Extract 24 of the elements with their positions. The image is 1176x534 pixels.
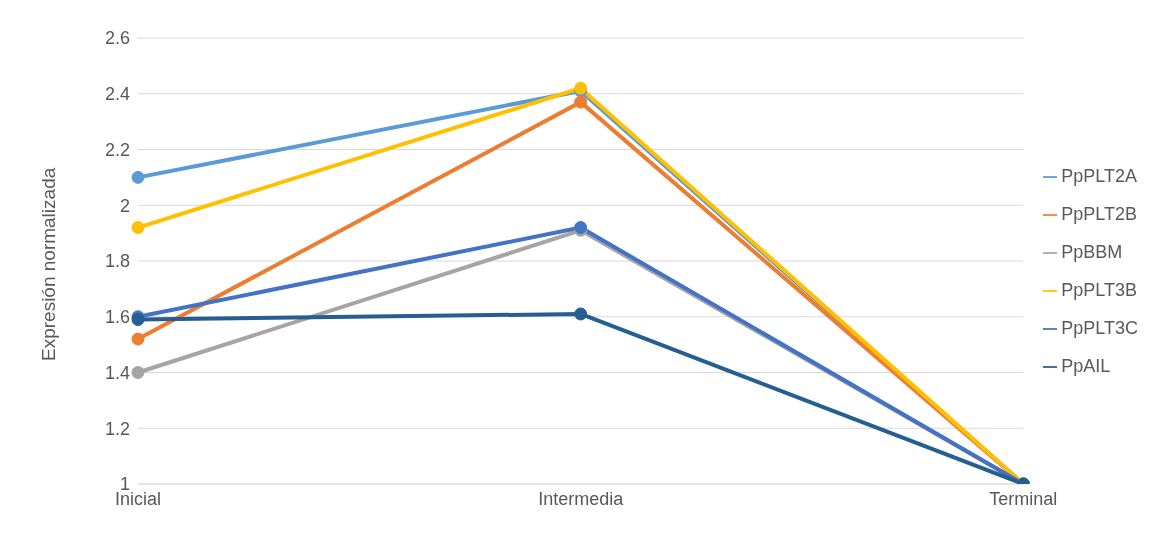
x-tick-label: Terminal bbox=[989, 488, 1058, 509]
point bbox=[131, 366, 145, 379]
point bbox=[574, 307, 588, 321]
y-axis-title: Expresión normalizada bbox=[37, 167, 59, 361]
y-tick-label: 1.6 bbox=[104, 307, 130, 328]
y-tick-label: 1.2 bbox=[104, 418, 130, 439]
y-tick-label: 2.2 bbox=[104, 139, 130, 160]
y-tick-label: 1.4 bbox=[104, 362, 130, 383]
legend-label: PpPLT3B bbox=[1061, 280, 1138, 300]
point bbox=[574, 95, 588, 109]
legend-label: PpAIL bbox=[1061, 356, 1111, 376]
legend-label: PpPLT2A bbox=[1061, 166, 1138, 186]
y-tick-label: 2 bbox=[119, 195, 130, 216]
legend-label: PpBBM bbox=[1061, 242, 1123, 262]
x-tick-label: Intermedia bbox=[538, 488, 625, 509]
y-tick-label: 1.8 bbox=[104, 251, 130, 272]
point bbox=[131, 332, 145, 346]
point bbox=[131, 170, 145, 184]
y-tick-label: 1 bbox=[119, 474, 130, 495]
point bbox=[131, 221, 145, 235]
legend-label: PpPLT2B bbox=[1061, 204, 1138, 224]
y-tick-label: 2.6 bbox=[104, 28, 130, 49]
legend-label: PpPLT3C bbox=[1061, 318, 1138, 338]
y-tick-label: 2.4 bbox=[104, 84, 130, 105]
